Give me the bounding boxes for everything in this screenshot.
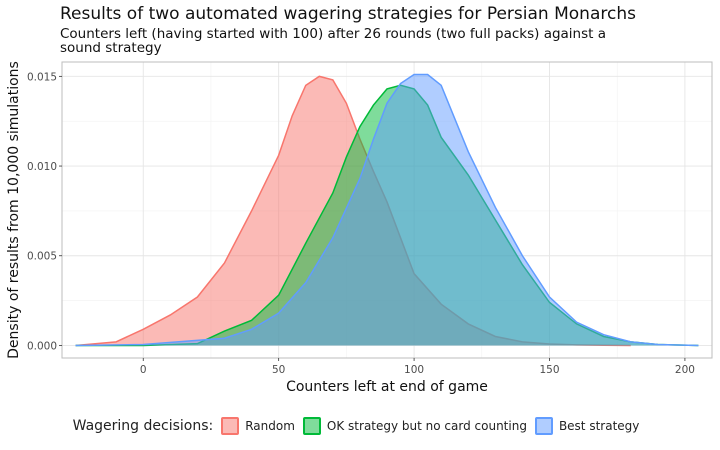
y-tick-label: 0.015 [27, 71, 57, 83]
density-chart: 0 50 100 150 200 0.000 0.005 0.010 0.015 Counters… [6, 61, 713, 395]
y-axis-title: Density of results from 10,000 simulatio… [6, 61, 22, 359]
x-axis-title: Counters left at end of game [286, 379, 488, 395]
y-tick-label: 0.005 [27, 251, 57, 263]
legend-item-random: Random [221, 417, 295, 435]
legend-item-ok-strategy: OK strategy but no card counting [302, 417, 527, 435]
legend-key-ok-strategy [302, 417, 321, 435]
legend-title: Wagering decisions: [72, 418, 214, 434]
y-tick-label: 0.000 [27, 340, 57, 352]
legend-key-random [221, 417, 240, 435]
legend-label-random: Random [245, 419, 295, 433]
x-tick-label: 0 [140, 364, 147, 376]
density-line-2 [75, 73, 699, 347]
legend-label-ok-strategy: OK strategy but no card counting [326, 419, 527, 433]
chart-subtitle: Counters left (having started with 100) … [60, 26, 607, 56]
chart-title: Results of two automated wagering strate… [60, 4, 636, 24]
legend-item-best-strategy: Best strategy [534, 417, 640, 435]
x-tick-label: 50 [272, 364, 285, 376]
legend-label-best-strategy: Best strategy [558, 419, 640, 433]
x-tick-label: 200 [675, 364, 695, 376]
x-tick-label: 150 [539, 364, 559, 376]
x-tick-label: 100 [404, 364, 424, 376]
density-area-2 [75, 74, 699, 346]
legend: Wagering decisions: Random OK strategy b… [0, 412, 720, 440]
y-tick-label: 0.010 [27, 161, 57, 173]
legend-key-best-strategy [534, 417, 553, 435]
plot-panel-border [61, 61, 713, 359]
